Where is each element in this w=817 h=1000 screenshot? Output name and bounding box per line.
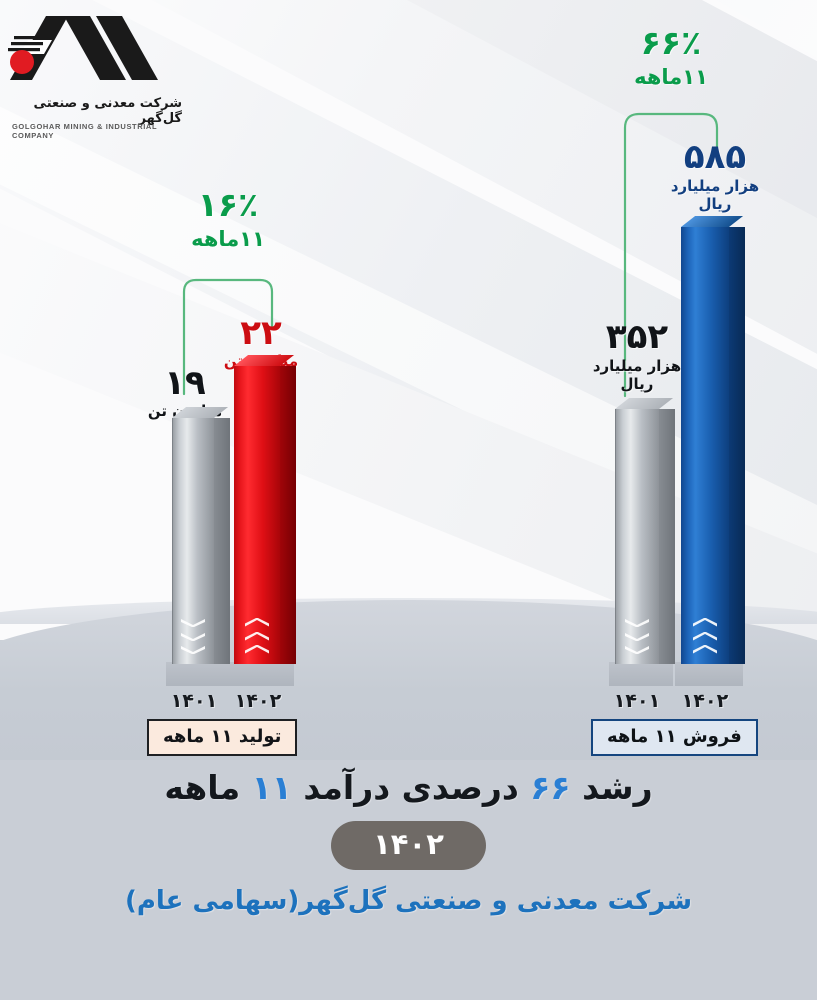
growth-bracket-production: [180, 276, 276, 396]
value-unit-line2: ریال: [698, 195, 732, 214]
company-logo: شرکت معدنی و صنعتی گل‌گهر GOLGOHAR MININ…: [8, 10, 198, 140]
value-label-sales-1402: ۵۸۵ هزار میلیارد ریال: [665, 140, 765, 214]
value-unit-line2: ریال: [620, 375, 654, 394]
company-name: شرکت معدنی و صنعتی گل‌گهر(سهامی عام): [124, 886, 693, 916]
logo-name-fa: شرکت معدنی و صنعتی گل‌گهر: [33, 96, 182, 126]
chevron-up-icon: [692, 618, 718, 654]
caption-production: تولید ۱۱ ماهه: [147, 719, 298, 756]
bar-side-face: [659, 409, 675, 664]
bar-front-face: [615, 409, 659, 664]
growth-period-production: ۱۱ماهه: [191, 226, 265, 251]
bar-production-1402: [234, 355, 296, 664]
growth-percent-sales: ۶۶٪: [640, 23, 702, 62]
bar-production-1401: [172, 407, 230, 664]
bar-sales-1401: [615, 398, 675, 664]
value-unit-line1: هزار میلیارد: [670, 177, 760, 195]
value-number: ۲۲: [240, 313, 282, 353]
headline-prefix: رشد: [582, 768, 653, 807]
axis-label-sales-1402: ۱۴۰۲: [681, 690, 729, 712]
bar-pedestal: [166, 662, 228, 686]
growth-label-production: ۱۶٪ ۱۱ماهه: [168, 185, 288, 251]
axis-label-sales-1401: ۱۴۰۱: [613, 690, 661, 712]
logo-name-en: GOLGOHAR MINING & INDUSTRIAL COMPANY: [12, 122, 157, 140]
bar-pedestal: [228, 662, 294, 686]
footer-background: [0, 760, 817, 1000]
value-number: ۵۸۵: [683, 137, 747, 177]
growth-bracket-sales: [621, 108, 721, 398]
year-pill: ۱۴۰۲: [331, 821, 486, 870]
chart-sales: ۶۶٪ ۱۱ماهه ۳۵۲ هزار میلیارد ریال ۵۸۵ هزا…: [591, 20, 780, 760]
headline-suffix: ماهه: [164, 768, 241, 807]
bar-pedestal: [609, 662, 673, 686]
golgohar-logo-icon: [8, 16, 158, 80]
chart-production: ۱۶٪ ۱۱ماهه ۱۹ میلیون تن ۲۲ میلیون تن: [147, 180, 330, 760]
bar-top-face: [615, 398, 674, 409]
bar-side-face: [280, 366, 296, 664]
value-unit-line1: هزار میلیارد: [592, 357, 682, 375]
bar-sales-1402: [681, 216, 745, 664]
bar-front-face: [234, 366, 280, 664]
bar-front-face: [681, 227, 729, 664]
background-panel: [0, 0, 817, 640]
headline: رشد ۶۶ درصدی درآمد ۱۱ ماهه: [0, 768, 817, 807]
value-label-sales-1401: ۳۵۲ هزار میلیارد ریال: [589, 320, 685, 394]
axis-label-production-1401: ۱۴۰۱: [170, 690, 218, 712]
chevron-down-icon: [624, 618, 650, 654]
growth-label-sales: ۶۶٪ ۱۱ماهه: [609, 23, 733, 89]
value-number: ۱۹: [164, 363, 206, 403]
growth-period-sales: ۱۱ماهه: [634, 64, 708, 89]
bar-pedestal: [675, 662, 743, 686]
headline-number2: ۱۱: [251, 768, 292, 807]
caption-sales: فروش ۱۱ ماهه: [591, 719, 758, 756]
headline-middle: درصدی درآمد: [303, 768, 519, 807]
headline-number: ۶۶: [530, 768, 571, 807]
value-number: ۳۵۲: [605, 317, 669, 357]
bar-side-face: [214, 418, 230, 664]
footer: رشد ۶۶ درصدی درآمد ۱۱ ماهه ۱۴۰۲ شرکت معد…: [0, 768, 817, 916]
bar-front-face: [172, 418, 214, 664]
chevron-up-icon: [244, 618, 270, 654]
bar-side-face: [729, 227, 745, 664]
axis-label-production-1402: ۱۴۰۲: [234, 690, 282, 712]
growth-percent-production: ۱۶٪: [197, 185, 259, 224]
chevron-down-icon: [180, 618, 206, 654]
